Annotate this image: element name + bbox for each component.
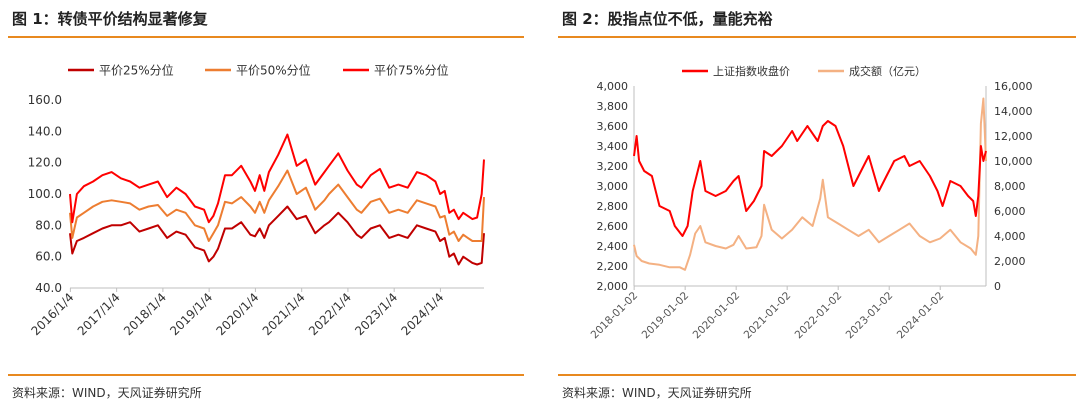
x-tick-label-4: 2020/1/4 <box>214 290 262 338</box>
series-line-1 <box>69 169 485 242</box>
y-tick-label-5: 3,000 <box>597 180 629 193</box>
left-chart-title: 图 1：转债平价结构显著修复 <box>12 10 208 28</box>
left-chart-panel: 图 1：转债平价结构显著修复 平价25%分位 平价50%分位 平价75%分位 40.0… <box>0 0 528 415</box>
series-line-2 <box>69 133 485 224</box>
y2-tick-label-1: 2,000 <box>994 255 1026 268</box>
x-tick-label-6: 2022/1/4 <box>306 290 354 338</box>
y2-tick-label-8: 16,000 <box>994 80 1033 93</box>
y2-tick-label-5: 10,000 <box>994 155 1033 168</box>
y2-tick-label-3: 6,000 <box>994 205 1026 218</box>
x-tick-label-2: 2020-01-02 <box>691 290 743 342</box>
legend-label-0: 上证指数收盘价 <box>713 64 790 78</box>
y-tick-label-2: 80.0 <box>35 218 62 232</box>
x-tick-label-7: 2023/1/4 <box>352 290 400 338</box>
y2-tick-label-2: 4,000 <box>994 230 1026 243</box>
x-tick-label-6: 2024-01-02 <box>895 290 947 342</box>
x-tick-label-8: 2024/1/4 <box>399 290 447 338</box>
left-title-divider <box>8 36 524 38</box>
y2-tick-label-7: 14,000 <box>994 105 1033 118</box>
left-source-note: 资料来源：WIND，天风证券研究所 <box>12 386 202 400</box>
x-tick-label-1: 2019-01-02 <box>640 290 692 342</box>
y-tick-label-1: 60.0 <box>35 250 62 264</box>
right-chart-panel: 图 2：股指点位不低，量能充裕 上证指数收盘价 成交额（亿元） 2,000 2,200… <box>550 0 1080 415</box>
x-tick-label-0: 2018-01-02 <box>589 290 641 342</box>
x-tick-label-1: 2017/1/4 <box>75 290 123 338</box>
series-line-0 <box>633 120 987 237</box>
y-tick-label-0: 40.0 <box>35 281 62 295</box>
y2-tick-label-4: 8,000 <box>994 180 1026 193</box>
right-title-divider <box>558 36 1076 38</box>
y-tick-label-8: 3,600 <box>597 120 629 133</box>
x-tick-label-0: 2016/1/4 <box>28 290 76 338</box>
x-tick-label-5: 2023-01-02 <box>844 290 896 342</box>
right-line-chart: 上证指数收盘价 成交额（亿元） 2,000 2,200 2,400 2,600 2,800 3… <box>589 64 1033 342</box>
y-tick-label-4: 2,800 <box>597 200 629 213</box>
y-tick-label-3: 2,600 <box>597 220 629 233</box>
legend-label-1: 平价50%分位 <box>236 63 311 78</box>
series-line-0 <box>69 205 485 266</box>
y2-tick-label-6: 12,000 <box>994 130 1033 143</box>
y-tick-label-0: 2,000 <box>597 280 629 293</box>
y-tick-label-10: 4,000 <box>597 80 629 93</box>
legend-label-0: 平价25%分位 <box>99 63 174 78</box>
y-tick-label-6: 3,200 <box>597 160 629 173</box>
x-tick-label-2: 2018/1/4 <box>121 290 169 338</box>
y-tick-label-1: 2,200 <box>597 260 629 273</box>
y-tick-label-4: 120.0 <box>28 156 62 170</box>
y-tick-label-3: 100.0 <box>28 187 62 201</box>
y2-tick-label-0: 0 <box>994 280 1001 293</box>
x-tick-label-3: 2019/1/4 <box>167 290 215 338</box>
series-line-1 <box>633 97 987 271</box>
left-line-chart: 平价25%分位 平价50%分位 平价75%分位 40.0 60.0 80.0 100.0 12… <box>28 63 485 338</box>
x-tick-label-3: 2021-01-02 <box>742 290 794 342</box>
x-tick-label-4: 2022-01-02 <box>793 290 845 342</box>
y-tick-label-5: 140.0 <box>28 124 62 138</box>
y-tick-label-7: 3,400 <box>597 140 629 153</box>
y-tick-label-2: 2,400 <box>597 240 629 253</box>
right-source-note: 资料来源：WIND，天风证券研究所 <box>562 386 752 400</box>
right-chart-title: 图 2：股指点位不低，量能充裕 <box>562 10 773 28</box>
left-source-divider <box>8 374 524 376</box>
y-tick-label-9: 3,800 <box>597 100 629 113</box>
x-tick-label-5: 2021/1/4 <box>260 290 308 338</box>
right-source-divider <box>558 374 1076 376</box>
legend-label-2: 平价75%分位 <box>374 63 449 78</box>
legend-label-1: 成交额（亿元） <box>849 64 926 78</box>
y-tick-label-6: 160.0 <box>28 93 62 107</box>
